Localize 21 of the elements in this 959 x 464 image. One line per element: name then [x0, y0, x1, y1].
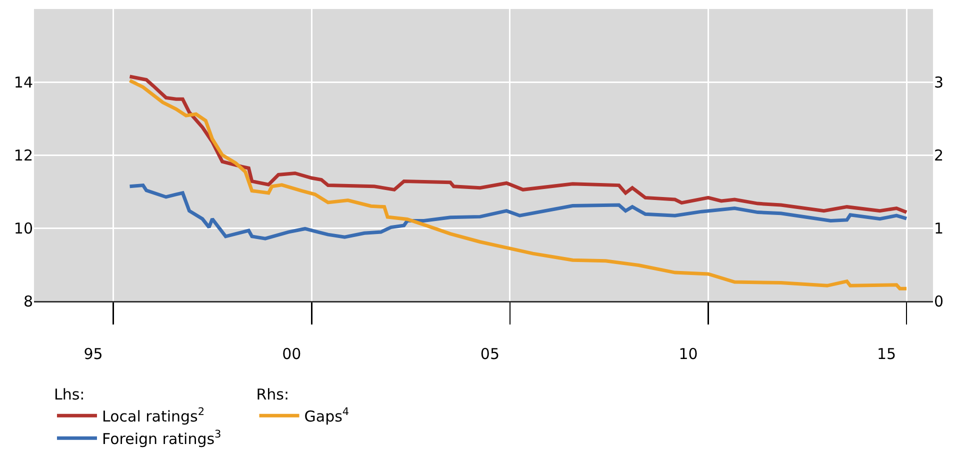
- y2-tick-label: 3: [934, 73, 944, 92]
- legend-label: Local ratings$^{2}$: [102, 406, 205, 426]
- x-tick-label: 05: [480, 345, 500, 363]
- y2-tick-label: 2: [934, 146, 944, 164]
- y-tick-label: 8: [23, 292, 33, 310]
- y2-tick-label: 1: [934, 219, 944, 238]
- y-tick-label: 12: [14, 146, 33, 164]
- x-tick-label: 15: [876, 345, 896, 363]
- legend-title: Lhs:: [54, 385, 85, 404]
- y-tick-label: 10: [14, 219, 33, 238]
- line-series: [128, 184, 908, 240]
- line-series: [128, 74, 908, 214]
- x-tick-label: 00: [282, 345, 302, 363]
- legend-label: Foreign ratings$^{3}$: [102, 428, 222, 448]
- y-tick-label: 14: [14, 73, 33, 92]
- line-series: [128, 78, 908, 290]
- legend-label: Gaps$^{4}$: [304, 406, 350, 426]
- text: Rhs:: [256, 385, 290, 404]
- x-tick-label: 95: [84, 345, 103, 363]
- x-tick-label: 10: [678, 345, 698, 363]
- y2-tick-label: 0: [934, 292, 944, 310]
